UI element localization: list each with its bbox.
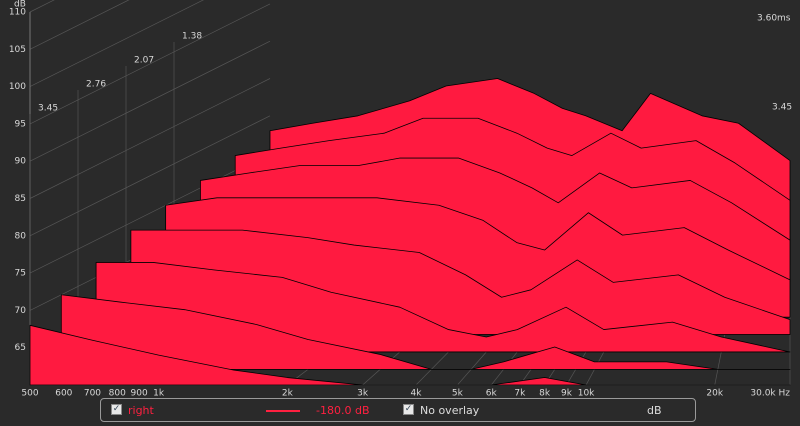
y-tick-label: 80: [15, 231, 27, 241]
x-tick-label: 700: [84, 389, 101, 397]
time-tick-label: 1.38: [182, 32, 202, 42]
x-tick-label: 9k: [561, 389, 573, 397]
unit: dB: [647, 404, 662, 417]
level: -180.0 dB: [316, 404, 370, 417]
x-tick-label: 800: [109, 389, 126, 397]
x-tick-label: 8k: [539, 389, 551, 397]
x-tick-label: 900: [131, 389, 148, 397]
x-tick-label: 5k: [452, 389, 464, 397]
series-name[interactable]: right: [128, 404, 154, 417]
y-tick-label: 70: [15, 306, 27, 316]
overlay[interactable]: No overlay: [420, 404, 480, 417]
x-tick-label: 1k: [153, 389, 165, 397]
y-tick-label: 75: [15, 269, 26, 279]
x-tick-label: 2k: [282, 389, 294, 397]
y-tick-label: 65: [15, 343, 26, 353]
time-end-label: 3.60ms: [757, 14, 791, 24]
x-tick-label: 10k: [578, 389, 595, 397]
y-tick-label: 105: [9, 45, 26, 55]
time-tick-label: 3.45: [38, 104, 58, 114]
y-tick-label: 85: [15, 194, 26, 204]
checkbox[interactable]: ✓: [403, 404, 414, 415]
chart: dB 3.60ms 65 70 75 80 85 90 95 100 105 110 500 600 7…: [9, 0, 792, 399]
legend-line: [266, 410, 300, 412]
x-tick-label: 600: [55, 389, 72, 397]
checkbox[interactable]: ✓: [111, 404, 122, 415]
y-tick-label: 95: [15, 119, 26, 129]
x-tick-label: 30.0k Hz: [750, 389, 790, 397]
x-tick-label: 6k: [486, 389, 498, 397]
grid-line: [29, 40, 271, 162]
y-tick-label: 110: [9, 8, 26, 18]
grid-line: [29, 115, 271, 237]
grid-line: [29, 78, 271, 199]
y-tick-label: 100: [9, 82, 26, 92]
x-tick-label: 4k: [411, 389, 423, 397]
x-tick-label: 20k: [706, 389, 723, 397]
legend: ✓ right -180.0 dB ✓ No overlay dB: [100, 398, 696, 422]
time-tick-label: 2.76: [86, 80, 106, 90]
grid-line: [29, 0, 130, 50]
y-tick-label: 90: [15, 157, 27, 167]
waterfall-slice: [60, 294, 791, 370]
y-axis-label: dB: [14, 0, 26, 10]
time-tick-label: 2.07: [134, 56, 154, 66]
grid-line: [29, 3, 271, 125]
grid-line: [29, 0, 55, 13]
waterfall-slice: [29, 324, 791, 386]
grid-line: [29, 152, 271, 274]
x-tick-label: 7k: [514, 389, 526, 397]
grid-line: [29, 0, 204, 87]
x-tick-label: 500: [21, 389, 38, 397]
x-tick-label: 3k: [357, 389, 369, 397]
time-tick-label: 3.45: [772, 103, 792, 113]
